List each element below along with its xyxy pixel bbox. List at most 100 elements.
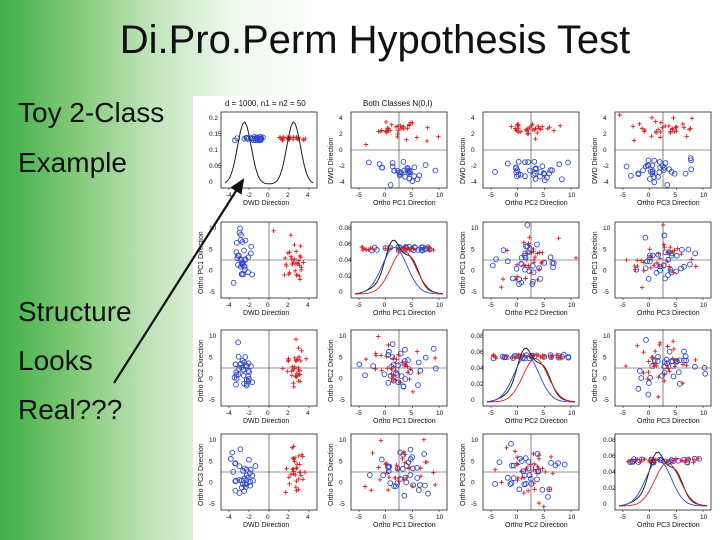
class2-marker — [516, 130, 522, 135]
class2-marker — [297, 277, 303, 282]
class2-marker — [369, 488, 374, 493]
class2-marker — [535, 464, 540, 470]
class1-marker — [510, 462, 517, 469]
x-tick-label: 0 — [647, 514, 651, 521]
class1-marker — [645, 391, 652, 398]
class2-marker — [289, 368, 294, 374]
class1-marker — [647, 252, 653, 259]
class2-marker — [653, 130, 659, 135]
x-axis-label: DWD Direction — [243, 310, 289, 317]
class2-marker — [658, 135, 663, 140]
x-tick-label: -4 — [226, 302, 232, 309]
x-tick-label: -5 — [620, 302, 626, 309]
class2-marker — [573, 255, 579, 261]
class2-marker — [301, 138, 306, 143]
class2-marker — [287, 270, 292, 276]
class1-marker — [366, 159, 372, 166]
class2-marker — [294, 465, 299, 471]
class2-marker — [639, 285, 645, 290]
bullet-line-2: Example — [18, 147, 127, 178]
y-tick-label: 0.02 — [603, 485, 616, 492]
class2-marker — [500, 276, 506, 282]
class2-marker — [300, 454, 305, 459]
class1-marker — [647, 258, 653, 265]
class2-marker — [695, 456, 701, 461]
class1-marker — [416, 172, 423, 179]
y-axis-label: Ortho PC1 Direction — [460, 231, 467, 294]
class2-marker — [688, 126, 693, 131]
class2-marker — [657, 342, 662, 348]
class2-marker — [540, 355, 546, 361]
class2-marker — [293, 249, 299, 254]
class1-marker — [400, 159, 407, 165]
class2-marker — [524, 127, 530, 133]
figure-header-left: d = 1000, n1 = n2 = 50 — [225, 99, 306, 108]
class2-marker — [551, 128, 557, 133]
class2-marker — [504, 248, 510, 253]
cell-frame — [350, 221, 448, 299]
class1-marker — [701, 364, 708, 371]
class1-marker — [508, 440, 514, 447]
class2-marker — [284, 263, 289, 269]
class2-marker — [291, 384, 297, 390]
x-tick-label: -5 — [488, 514, 494, 521]
y-tick-label: -5 — [339, 397, 345, 404]
matrix-cell-r3-c0: -4 -2 0 2 4 DWD Direction 10 5 0 -5 Ortho PC3 Dire… — [198, 433, 318, 529]
class2-marker — [289, 373, 295, 378]
class2-marker — [641, 268, 647, 273]
class2-marker — [669, 126, 675, 131]
class2-marker — [293, 484, 299, 490]
class1-marker — [644, 258, 650, 265]
x-tick-label: 2 — [286, 410, 290, 417]
class1-marker — [530, 269, 537, 276]
class1-marker — [248, 243, 255, 250]
x-tick-label: 5 — [673, 192, 677, 199]
y-tick-label: 0 — [603, 268, 607, 275]
bullet-line-5: Real??? — [18, 394, 123, 425]
class2-marker — [665, 344, 670, 349]
class2-marker — [670, 339, 676, 344]
class2-marker — [540, 250, 545, 255]
class2-marker — [393, 475, 398, 481]
class2-marker — [403, 475, 409, 481]
y-tick-label: 0 — [209, 480, 213, 487]
class1-marker — [676, 381, 683, 387]
x-tick-label: 5 — [541, 302, 545, 309]
class2-marker — [662, 378, 667, 384]
class1-marker — [241, 380, 247, 387]
class2-marker — [363, 356, 369, 362]
class2-marker — [292, 268, 298, 274]
class1-marker — [235, 339, 241, 346]
x-tick-label: 10 — [700, 514, 708, 521]
class2-marker — [617, 112, 622, 118]
class2-marker — [290, 364, 295, 369]
class2-marker — [383, 119, 389, 125]
class2-marker — [291, 380, 296, 386]
class2-marker — [297, 372, 302, 377]
class2-marker — [298, 358, 303, 364]
class2-marker — [648, 254, 654, 259]
class1-marker — [673, 268, 680, 275]
class2-marker — [296, 345, 301, 351]
class2-density-curve — [619, 462, 708, 507]
class2-marker — [294, 134, 299, 140]
class1-marker — [524, 222, 531, 228]
class2-marker — [514, 461, 520, 466]
class2-marker — [515, 455, 520, 460]
x-tick-label: 2 — [286, 514, 290, 521]
class1-marker — [504, 258, 511, 265]
class1-marker — [637, 368, 643, 374]
bullet-line-4: Looks — [18, 345, 93, 376]
class2-marker — [393, 377, 398, 382]
class1-marker — [391, 168, 398, 174]
class2-marker — [635, 343, 640, 348]
class1-marker — [655, 354, 661, 360]
x-axis-label: Ortho PC2 Direction — [505, 310, 568, 317]
y-tick-label: 0 — [603, 376, 607, 383]
class2-marker — [540, 466, 545, 471]
class2-marker — [674, 128, 679, 134]
